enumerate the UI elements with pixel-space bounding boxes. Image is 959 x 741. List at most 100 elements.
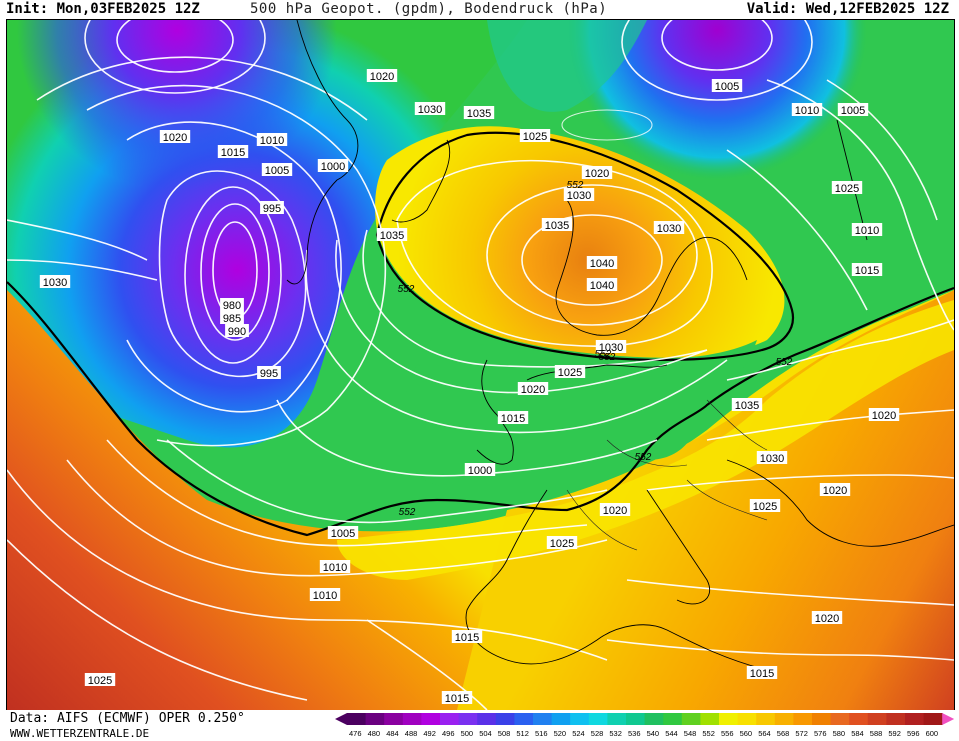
pressure-label: 1020 — [819, 483, 851, 497]
pressure-label: 980 — [220, 298, 244, 312]
pressure-label: 1020 — [159, 130, 191, 144]
svg-text:995: 995 — [260, 368, 278, 380]
svg-text:1015: 1015 — [855, 265, 879, 277]
isobar — [126, 121, 342, 413]
legend-swatch — [384, 713, 404, 725]
pressure-label: 1030 — [414, 102, 446, 116]
isobar — [606, 639, 954, 661]
svg-text:980: 980 — [223, 300, 241, 312]
legend-value: 600 — [926, 729, 939, 738]
height-label: 552 — [635, 452, 652, 463]
legend-value: 504 — [479, 729, 492, 738]
isobar — [521, 214, 663, 306]
pressure-label: 1035 — [541, 218, 573, 232]
legend-swatch — [867, 713, 887, 725]
pressure-label: 1020 — [811, 611, 843, 625]
svg-text:1020: 1020 — [163, 132, 187, 144]
svg-text:1010: 1010 — [323, 562, 347, 574]
legend-value: 500 — [461, 729, 474, 738]
legend-swatch — [458, 713, 478, 725]
pressure-label: 1025 — [554, 365, 586, 379]
pressure-label: 1040 — [586, 256, 618, 270]
legend-value: 588 — [870, 729, 883, 738]
pressure-label: 1005 — [837, 103, 869, 117]
svg-text:1025: 1025 — [558, 367, 582, 379]
legend-value: 560 — [740, 729, 753, 738]
legend-value: 548 — [684, 729, 697, 738]
legend-value: 512 — [516, 729, 529, 738]
svg-text:995: 995 — [263, 203, 281, 215]
weather-map: 1025 1020 1005 1010 1030 1035 1020 1015 1010 1005… — [6, 19, 955, 711]
svg-text:1010: 1010 — [855, 225, 879, 237]
isobar — [305, 249, 728, 434]
legend-value: 552 — [702, 729, 715, 738]
legend-swatch — [365, 713, 385, 725]
legend-swatch — [551, 713, 571, 725]
svg-text:552: 552 — [567, 180, 584, 191]
legend-value: 516 — [535, 729, 548, 738]
pressure-label: 995 — [257, 366, 281, 380]
isobar — [66, 459, 608, 577]
svg-text:1015: 1015 — [445, 693, 469, 705]
legend-value: 596 — [907, 729, 920, 738]
svg-text:1020: 1020 — [585, 168, 609, 180]
legend-swatch — [793, 713, 813, 725]
svg-text:552: 552 — [399, 507, 416, 518]
pressure-label: 1025 — [84, 673, 116, 687]
pressure-label: 1035 — [463, 106, 495, 120]
pressure-label: 1010 — [256, 133, 288, 147]
isobar — [626, 579, 954, 606]
pressure-label: 1025 — [831, 181, 863, 195]
legend-swatch — [402, 713, 422, 725]
legend-swatch — [495, 713, 515, 725]
legend-value: 520 — [554, 729, 567, 738]
legend-value: 580 — [833, 729, 846, 738]
pressure-label: 1025 — [749, 499, 781, 513]
legend-value: 508 — [498, 729, 511, 738]
legend-value: 480 — [368, 729, 381, 738]
legend-arrow-left — [335, 713, 347, 725]
isobar — [84, 20, 266, 94]
legend-swatch — [905, 713, 925, 725]
legend-swatch — [477, 713, 497, 725]
svg-text:1020: 1020 — [823, 485, 847, 497]
isobar — [166, 439, 608, 524]
height-label: 552 — [567, 180, 584, 191]
pressure-label: 1030 — [756, 451, 788, 465]
svg-text:1015: 1015 — [501, 413, 525, 425]
scandinavia-coast — [555, 199, 748, 336]
legend-value: 540 — [647, 729, 660, 738]
pressure-label: 1015 — [746, 666, 778, 680]
pressure-label: 1015 — [851, 263, 883, 277]
pressure-label: 1025 — [519, 129, 551, 143]
legend-value: 488 — [405, 729, 418, 738]
height-label: 552 — [399, 507, 416, 518]
pressure-label: 1030 — [653, 221, 685, 235]
contour-552-south — [7, 281, 954, 537]
pressure-label: 1030 — [595, 340, 627, 354]
init-time-label: Init: Mon,03FEB2025 12Z — [6, 1, 200, 17]
legend-swatch — [626, 713, 646, 725]
svg-text:1015: 1015 — [455, 632, 479, 644]
svg-text:1030: 1030 — [418, 104, 442, 116]
legend-arrow-right — [942, 713, 955, 725]
legend-swatch — [644, 713, 664, 725]
svg-text:1005: 1005 — [265, 165, 289, 177]
svg-text:1035: 1035 — [735, 400, 759, 412]
legend-swatch — [440, 713, 460, 725]
pressure-label: 1015 — [217, 145, 249, 159]
legend-swatch — [663, 713, 683, 725]
legend-swatch — [830, 713, 850, 725]
isobar — [200, 203, 270, 341]
contour-552-ridge — [375, 131, 795, 362]
height-label: 552 — [398, 284, 415, 295]
isobar — [561, 109, 653, 141]
isobar — [36, 56, 368, 121]
legend-value: 532 — [609, 729, 622, 738]
pressure-label: 1015 — [441, 691, 473, 705]
pressure-label: 990 — [225, 324, 249, 338]
isobar — [661, 20, 773, 71]
isobar — [726, 319, 954, 381]
legend-value: 584 — [851, 729, 864, 738]
